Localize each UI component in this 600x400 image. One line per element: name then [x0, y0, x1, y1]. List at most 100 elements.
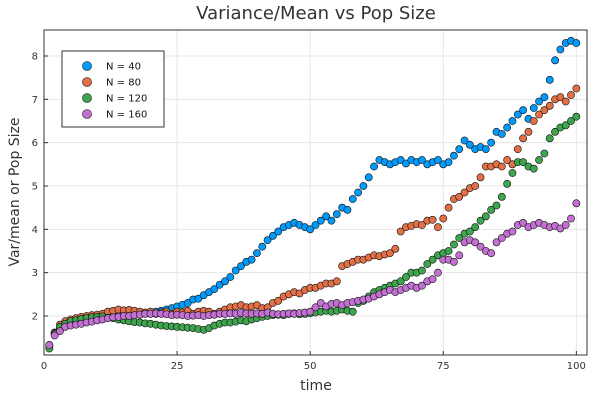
data-point [529, 117, 538, 125]
data-point [402, 273, 410, 281]
x-tick-label: 0 [41, 361, 47, 372]
data-point [540, 93, 549, 102]
data-point [524, 127, 533, 136]
data-point [545, 134, 554, 143]
y-tick-label: 6 [32, 138, 38, 149]
data-point [354, 188, 362, 197]
y-axis-label: Var/mean or Pop Size [7, 117, 23, 266]
data-point [551, 56, 559, 65]
data-point [519, 158, 528, 167]
data-point [332, 210, 341, 219]
data-point [567, 91, 575, 99]
x-tick-label: 100 [567, 361, 586, 372]
data-point [247, 255, 256, 264]
data-point [545, 101, 554, 110]
data-point [450, 240, 458, 249]
data-point [428, 275, 437, 284]
data-point [535, 110, 543, 119]
data-point [45, 341, 54, 349]
data-point [487, 138, 496, 147]
data-point [508, 169, 517, 177]
data-point [519, 218, 528, 227]
data-point [428, 215, 437, 224]
legend-entry: N = 120 [106, 94, 147, 105]
data-point [481, 212, 490, 221]
data-point [258, 242, 267, 251]
data-point [476, 216, 485, 225]
data-point [567, 117, 575, 125]
y-tick-label: 4 [32, 225, 38, 236]
data-point [567, 214, 575, 223]
data-point [444, 158, 453, 167]
data-point [386, 249, 394, 258]
data-point [253, 249, 261, 258]
data-point [497, 192, 506, 201]
data-point [450, 257, 458, 266]
y-tick-label: 7 [32, 95, 38, 106]
data-point [56, 327, 64, 336]
data-point [396, 227, 405, 236]
data-point [455, 192, 464, 201]
data-point [418, 221, 426, 229]
data-point [359, 182, 368, 190]
data-point [450, 151, 458, 160]
data-point [327, 216, 336, 225]
data-point [476, 242, 485, 251]
data-point [50, 331, 59, 340]
data-point [492, 238, 501, 247]
data-point [465, 227, 474, 236]
data-point [487, 249, 496, 258]
data-point [455, 234, 464, 242]
data-point [513, 145, 522, 154]
legend-marker [82, 93, 92, 103]
data-point [274, 227, 283, 236]
data-point [529, 104, 538, 112]
data-point [503, 179, 512, 188]
data-point [572, 39, 581, 47]
legend-marker [82, 77, 92, 87]
data-point [535, 156, 543, 164]
data-point [343, 205, 352, 214]
data-point [423, 260, 432, 268]
legend-marker [82, 109, 92, 119]
data-point [455, 251, 464, 260]
data-point [263, 236, 272, 245]
data-point [332, 277, 341, 286]
data-point [370, 162, 378, 171]
data-point [481, 145, 490, 154]
data-point [434, 268, 442, 277]
x-tick-label: 25 [171, 361, 184, 372]
y-tick-label: 2 [32, 312, 38, 323]
data-point [306, 307, 315, 316]
data-point [316, 216, 325, 225]
data-point [439, 214, 448, 223]
chart-title: Variance/Mean vs Pop Size [196, 3, 436, 24]
data-point [210, 285, 219, 294]
y-tick-label: 5 [32, 182, 38, 193]
data-point [471, 238, 480, 247]
data-point [460, 188, 469, 197]
y-tick-label: 8 [32, 52, 38, 63]
data-point [561, 221, 570, 229]
data-point [540, 106, 549, 115]
data-point [434, 156, 442, 164]
axis-ticks: 0 25 50 75 100 2 3 4 5 6 7 8 [32, 52, 586, 373]
data-point [311, 303, 320, 312]
data-point [572, 199, 581, 208]
data-point [418, 156, 426, 164]
legend-entry: N = 80 [106, 78, 141, 89]
data-point [487, 205, 496, 214]
data-point [572, 84, 581, 93]
data-point [306, 225, 315, 234]
data-point [508, 227, 517, 236]
data-point [556, 93, 565, 102]
data-point [226, 273, 235, 281]
x-tick-label: 75 [437, 361, 450, 372]
data-point [428, 255, 437, 264]
data-point [465, 140, 474, 149]
data-point [545, 75, 554, 84]
data-point [274, 296, 283, 305]
data-point [497, 130, 506, 138]
data-point [434, 223, 442, 232]
